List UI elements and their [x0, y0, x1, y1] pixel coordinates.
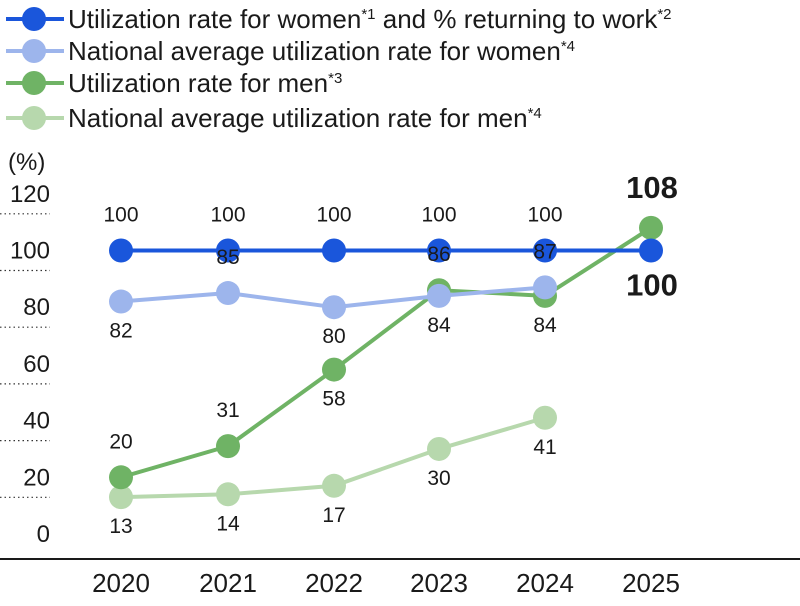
x-tick-label: 2022: [305, 568, 363, 598]
legend-marker-swatch: [22, 71, 46, 95]
legend-item: Utilization rate for men*3: [0, 68, 760, 98]
data-point: [322, 295, 346, 320]
data-point: [639, 238, 663, 263]
legend-label: National average utilization rate for wo…: [68, 36, 575, 66]
legend-label: Utilization rate for men*3: [68, 68, 342, 98]
legend-footnote-mark: *4: [527, 105, 542, 122]
data-point: [109, 465, 133, 490]
data-point: [427, 436, 451, 461]
series-group: 13 14 17 30 41 20 31 58 86 84 108 82 85 80 84 87 100 100 1…: [103, 170, 677, 538]
data-label: 14: [216, 512, 240, 535]
legend-text: Utilization rate for men: [68, 68, 329, 98]
y-tick-label: 120: [10, 181, 50, 208]
series-line: [120, 226, 653, 480]
data-label: 17: [322, 504, 345, 527]
y-tick-label: 60: [23, 351, 50, 378]
legend-marker-swatch: [22, 106, 46, 130]
data-label: 100: [210, 204, 245, 227]
x-axis: 2020 2021 2022 2023 2024 2025: [92, 568, 680, 598]
data-label: 84: [533, 314, 557, 337]
legend-marker-swatch: [22, 39, 46, 63]
data-label: 20: [109, 430, 132, 453]
data-label: 87: [533, 240, 556, 263]
data-point: [109, 238, 133, 263]
legend-item: Utilization rate for women*1 and % retur…: [0, 4, 760, 34]
data-label: 86: [427, 243, 450, 266]
data-label: 84: [427, 314, 451, 337]
data-point: [216, 238, 240, 263]
data-point: [533, 238, 557, 263]
legend-item: National average utilization rate for me…: [0, 103, 760, 133]
data-label: 80: [322, 325, 345, 348]
data-point: [109, 485, 133, 510]
data-label: 82: [109, 320, 132, 343]
data-point: [216, 434, 240, 459]
data-label: 100: [421, 204, 456, 227]
data-point: [322, 473, 346, 498]
legend-marker-swatch: [22, 7, 46, 31]
data-label: 85: [216, 246, 239, 269]
y-tick-label: 20: [23, 464, 50, 491]
data-point: [216, 482, 240, 507]
legend-item: National average utilization rate for wo…: [0, 36, 760, 66]
data-label: 13: [109, 515, 132, 538]
legend-text: National average utilization rate for wo…: [68, 36, 561, 66]
data-point: [639, 215, 663, 240]
legend-text: and % returning to work: [375, 4, 658, 34]
x-tick-label: 2021: [199, 568, 257, 598]
data-label: 100: [103, 204, 138, 227]
legend-label: Utilization rate for women*1 and % retur…: [68, 4, 672, 34]
legend-text: Utilization rate for women: [68, 4, 362, 34]
legend-footnote-mark: *3: [328, 70, 343, 87]
data-point: [533, 275, 557, 300]
data-label: 30: [427, 467, 450, 490]
x-tick-label: 2023: [410, 568, 468, 598]
data-point: [533, 405, 557, 430]
data-label: 100: [527, 204, 562, 227]
y-axis: 0 20 40 60 80 100 120: [0, 181, 50, 548]
data-point: [427, 238, 451, 263]
y-tick-label: 0: [37, 521, 50, 548]
data-point: [322, 238, 346, 263]
y-tick-label: 40: [23, 408, 50, 435]
legend-footnote-mark: *2: [657, 6, 672, 23]
data-label: 41: [533, 436, 556, 459]
x-tick-label: 2020: [92, 568, 150, 598]
y-axis-unit: (%): [8, 149, 45, 176]
data-label: 58: [322, 388, 345, 411]
data-label: 108: [626, 170, 678, 205]
y-tick-label: 80: [23, 294, 50, 321]
data-point: [216, 281, 240, 306]
legend-label: National average utilization rate for me…: [68, 103, 542, 133]
legend-footnote-mark: *1: [361, 6, 376, 23]
data-point: [427, 283, 451, 308]
data-label: 31: [216, 399, 239, 422]
legend-text: National average utilization rate for me…: [68, 103, 528, 133]
legend-footnote-mark: *4: [560, 38, 576, 55]
x-tick-label: 2025: [622, 568, 680, 598]
x-tick-label: 2024: [516, 568, 574, 598]
data-point: [322, 357, 346, 382]
data-label: 100: [316, 204, 351, 227]
data-point: [109, 289, 133, 314]
data-label: 100: [626, 268, 678, 303]
y-tick-label: 100: [10, 238, 50, 265]
